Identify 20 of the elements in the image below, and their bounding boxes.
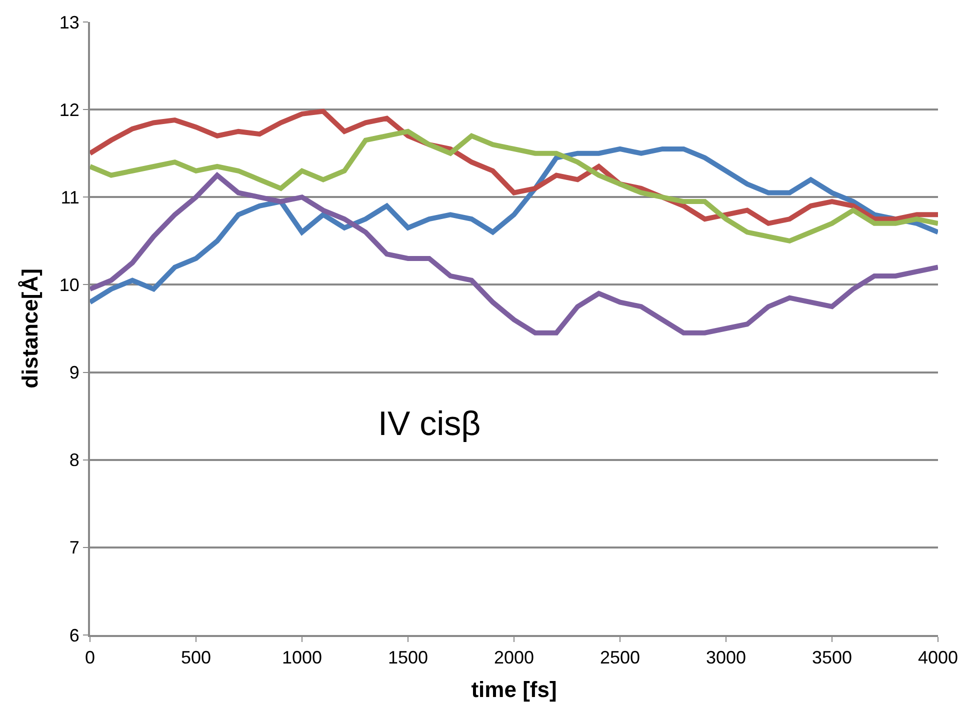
x-tick-label: 1000 — [282, 648, 322, 668]
y-tick-label: 13 — [59, 12, 80, 32]
x-tick-label: 2500 — [600, 648, 640, 668]
y-tick-label: 11 — [60, 187, 80, 208]
x-tick-label: 4000 — [918, 648, 958, 668]
y-tick-label: 9 — [69, 362, 80, 383]
annotation: IV cisβ — [378, 405, 481, 443]
x-tick-label: 2000 — [494, 648, 534, 668]
y-axis-title: distance[Å] — [18, 268, 43, 388]
y-tick-label: 6 — [69, 625, 80, 646]
x-tick-label: 3500 — [812, 648, 852, 668]
x-tick-label: 3000 — [706, 648, 746, 668]
x-tick-label: 1500 — [388, 648, 428, 668]
y-tick-label: 12 — [59, 100, 80, 120]
x-axis-title: time [fs] — [471, 677, 557, 702]
y-tick-label: 7 — [69, 538, 80, 558]
y-tick-label: 10 — [59, 275, 80, 296]
x-tick-label: 0 — [84, 648, 96, 668]
y-tick-label: 8 — [69, 450, 80, 470]
x-tick-label: 500 — [180, 648, 212, 668]
